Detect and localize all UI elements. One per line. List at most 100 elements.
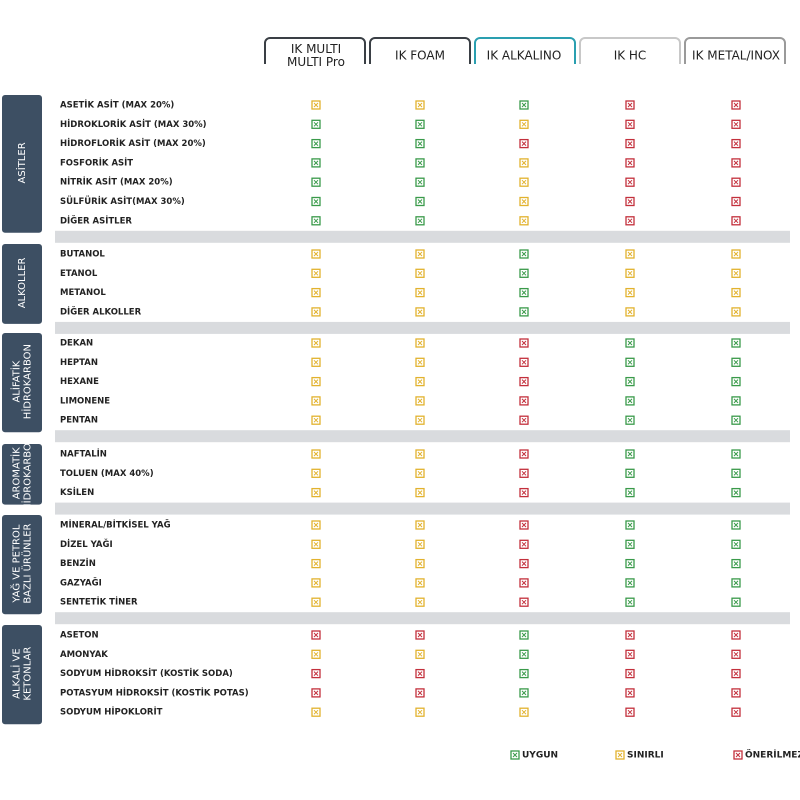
rating-icon	[731, 415, 741, 425]
icon-cross	[733, 359, 739, 365]
icon-cross	[417, 671, 423, 676]
row-label: METANOL	[60, 288, 106, 298]
rating-icon	[415, 468, 425, 478]
icon-cross	[417, 160, 423, 166]
rating-icon	[415, 268, 425, 278]
rating-icon	[625, 338, 635, 348]
icon-cross	[627, 290, 633, 295]
rating-icon	[311, 338, 321, 348]
icon-cross	[417, 690, 423, 696]
rating-icon	[311, 100, 321, 110]
group-tab	[2, 333, 42, 433]
icon-cross	[521, 671, 527, 676]
icon-cross	[733, 251, 739, 257]
icon-cross	[627, 121, 633, 127]
icon-cross	[733, 651, 739, 657]
rating-icon	[731, 196, 741, 207]
group-label: HİDROKARBON	[21, 436, 34, 511]
rating-icon	[731, 119, 741, 129]
rating-icon	[519, 357, 529, 367]
icon-cross	[313, 522, 319, 528]
icon-cross	[313, 379, 319, 384]
icon-cross	[313, 251, 319, 257]
rating-icon	[311, 268, 321, 278]
icon-cross	[627, 309, 633, 315]
group-label: KETONLAR	[23, 647, 34, 701]
rating-icon	[519, 338, 529, 348]
icon-cross	[417, 651, 423, 657]
rating-icon	[311, 376, 321, 387]
rating-icon	[415, 688, 425, 698]
icon-cross	[417, 218, 423, 224]
group-label: HİDROKARBON	[21, 344, 34, 419]
rating-icon	[415, 597, 425, 607]
icon-cross	[627, 470, 633, 476]
rating-icon	[519, 287, 529, 298]
rating-icon	[731, 268, 741, 278]
row-label: DİĞER ASİTLER	[60, 214, 132, 226]
icon-cross	[313, 340, 319, 346]
icon-cross	[733, 490, 739, 495]
icon-cross	[627, 561, 633, 566]
rating-icon	[615, 750, 625, 760]
icon-cross	[417, 522, 423, 528]
group-tab	[2, 515, 42, 615]
separator	[55, 230, 790, 243]
legend-label: ÖNERİLMEZ	[745, 750, 800, 761]
icon-cross	[417, 199, 423, 204]
icon-cross	[521, 121, 527, 127]
icon-cross	[733, 522, 739, 528]
group-label: AROMATİK	[10, 447, 23, 499]
rating-icon	[731, 287, 741, 298]
icon-cross	[313, 451, 319, 457]
rating-icon	[415, 558, 425, 569]
row-label: BENZİN	[60, 558, 96, 569]
rating-icon	[311, 449, 321, 459]
row-label: PENTAN	[60, 416, 98, 426]
icon-cross	[627, 141, 633, 146]
icon-cross	[627, 102, 633, 108]
column-title: MULTI Pro	[287, 55, 345, 69]
icon-cross	[627, 398, 633, 404]
row-label: NİTRİK ASİT (MAX 20%)	[60, 177, 173, 188]
rating-icon	[415, 196, 425, 207]
icon-cross	[417, 417, 423, 423]
rating-icon	[415, 158, 425, 168]
rating-icon	[625, 196, 635, 207]
rating-icon	[625, 449, 635, 459]
icon-cross	[627, 199, 633, 204]
rating-icon	[415, 630, 425, 640]
column-title: IK FOAM	[395, 49, 445, 63]
separator	[55, 321, 790, 334]
icon-cross	[521, 580, 527, 586]
icon-cross	[627, 270, 633, 276]
rating-icon	[311, 357, 321, 367]
rating-icon	[625, 177, 635, 187]
icon-cross	[733, 141, 739, 146]
icon-cross	[313, 290, 319, 295]
icon-cross	[521, 599, 527, 605]
icon-cross	[627, 651, 633, 657]
rating-icon	[625, 307, 635, 317]
rating-icon	[519, 449, 529, 459]
rating-icon	[311, 249, 321, 259]
icon-cross	[627, 599, 633, 605]
row-label: HEPTAN	[60, 358, 98, 368]
rating-icon	[415, 138, 425, 149]
rating-icon	[731, 539, 741, 549]
icon-cross	[627, 218, 633, 224]
rating-icon	[731, 578, 741, 588]
icon-cross	[521, 690, 527, 696]
rating-icon	[625, 468, 635, 478]
rating-icon	[731, 558, 741, 569]
icon-cross	[521, 340, 527, 346]
column-title: IK ALKALINO	[487, 49, 562, 63]
icon-cross	[313, 671, 319, 676]
rating-icon	[519, 539, 529, 549]
row-label: ASETON	[60, 631, 99, 641]
icon-cross	[313, 709, 319, 715]
icon-cross	[313, 359, 319, 365]
icon-cross	[417, 632, 423, 638]
rating-icon	[731, 177, 741, 187]
icon-cross	[733, 671, 739, 676]
